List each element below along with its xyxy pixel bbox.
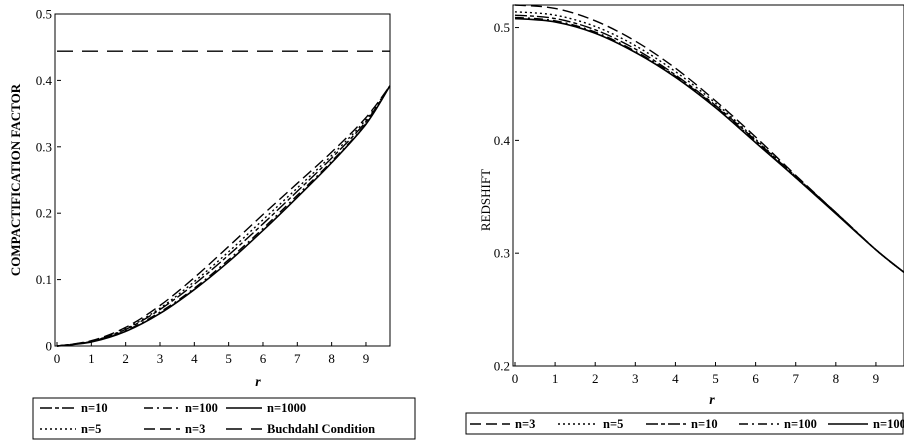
left-y-tick-label: 0.4 (36, 73, 53, 88)
right-x-tick-label: 7 (792, 371, 799, 386)
right-x-tick-label: 6 (752, 371, 759, 386)
left-y-tick-label: 0.3 (36, 139, 52, 154)
right-x-ticks: 0 1 2 3 4 5 6 7 8 9 (512, 362, 879, 386)
left-y-tick-label: 0.5 (36, 7, 52, 22)
legend-label: n=1000 (267, 401, 306, 415)
legend-label: n=100 (784, 417, 817, 431)
right-legend: n=3 n=5 n=10 n=100 n=1000 (465, 412, 904, 435)
legend-label: n=3 (515, 417, 535, 431)
series-line-n-100 (56, 85, 391, 347)
left-y-axis-title: COMPACTIFICATION FACTOR (8, 83, 23, 276)
right-y-tick-label: 0.5 (494, 20, 510, 35)
left-plot-frame (54, 13, 391, 347)
right-plot-frame (512, 4, 904, 367)
left-y-tick-label: 0 (46, 339, 53, 354)
series-line-n-10 (56, 85, 391, 347)
left-x-tick-label: 4 (191, 351, 198, 366)
left-x-ticks: 0 1 2 3 4 5 6 7 8 9 (54, 342, 369, 366)
legend-label: n=10 (691, 417, 718, 431)
left-y-tick-label: 0.2 (36, 206, 52, 221)
series-line-n-10 (514, 14, 904, 273)
left-x-tick-label: 7 (294, 351, 301, 366)
left-series-lines (56, 50, 391, 347)
compactification-chart: 0 1 2 3 4 5 6 7 8 9 0 0.1 0.2 0.3 0.4 0.5 r COMPACTIFI… (8, 7, 416, 440)
right-series-lines (514, 4, 904, 273)
legend-label: n=100 (185, 401, 218, 415)
right-y-tick-label: 0.4 (494, 133, 511, 148)
left-x-tick-label: 9 (363, 351, 370, 366)
series-line-n-5 (56, 85, 391, 347)
right-x-tick-label: 0 (512, 371, 519, 386)
legend-label: n=10 (81, 401, 108, 415)
series-line-n-1000 (56, 85, 391, 347)
right-x-tick-label: 1 (552, 371, 559, 386)
legend-label: n=5 (603, 417, 623, 431)
right-x-tick-label: 9 (873, 371, 880, 386)
series-line-n-100 (514, 16, 904, 273)
left-x-tick-label: 6 (260, 351, 267, 366)
legend-label: n=3 (185, 422, 205, 436)
right-x-tick-label: 4 (672, 371, 679, 386)
series-line-n-1000 (514, 17, 904, 273)
series-line-n-3 (56, 85, 391, 347)
left-legend: n=10 n=100 n=1000 n=5 n=3 Buchdahl Condition (32, 397, 416, 440)
left-x-tick-label: 5 (225, 351, 232, 366)
left-x-tick-label: 8 (328, 351, 335, 366)
left-x-tick-label: 2 (122, 351, 129, 366)
right-x-tick-label: 3 (632, 371, 639, 386)
left-x-tick-label: 1 (88, 351, 95, 366)
right-x-tick-label: 5 (712, 371, 719, 386)
series-line-n-3 (514, 4, 904, 273)
right-y-ticks: 0.2 0.3 0.4 0.5 (494, 20, 519, 374)
left-y-tick-label: 0.1 (36, 272, 52, 287)
right-y-tick-label: 0.2 (494, 359, 510, 374)
left-x-tick-label: 0 (54, 351, 61, 366)
right-y-axis-title: REDSHIFT (478, 169, 493, 231)
right-x-tick-label: 2 (592, 371, 599, 386)
left-y-ticks: 0 0.1 0.2 0.3 0.4 0.5 (36, 7, 61, 354)
left-legend-box (32, 397, 416, 440)
series-line-n-5 (514, 11, 904, 273)
right-x-axis-title: r (709, 393, 715, 408)
right-x-tick-label: 8 (833, 371, 840, 386)
legend-label: n=5 (81, 422, 101, 436)
legend-label: n=1000 (873, 417, 904, 431)
left-x-tick-label: 3 (157, 351, 164, 366)
right-y-tick-label: 0.3 (494, 246, 510, 261)
legend-label: Buchdahl Condition (267, 422, 375, 436)
right-legend-box (465, 412, 904, 435)
left-x-axis-title: r (255, 375, 261, 390)
